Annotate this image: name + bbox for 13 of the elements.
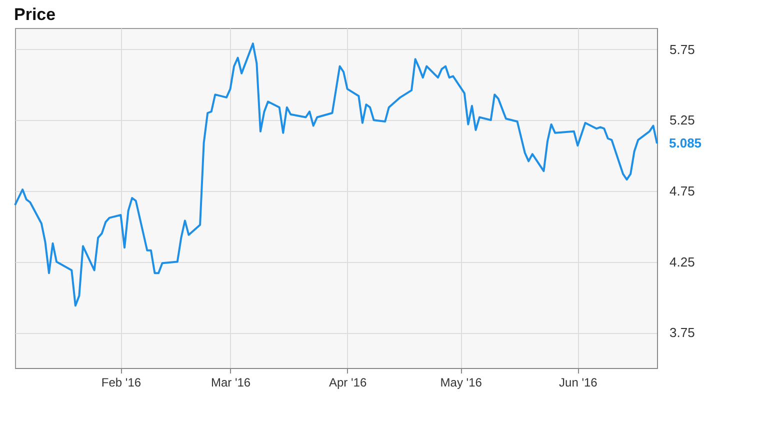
y-tick-label: 5.25 [670, 112, 695, 128]
x-tick-label: Mar '16 [210, 376, 251, 390]
y-tick-label: 4.75 [670, 183, 695, 198]
chart-title: Price [14, 5, 56, 24]
line-series [14, 42, 658, 307]
annotation: 5.085 [669, 135, 702, 150]
y-tick-label: 5.75 [670, 42, 695, 57]
x-tick-label: Feb '16 [101, 376, 142, 390]
x-tick-label: Jun '16 [559, 376, 598, 390]
y-tick-label: 3.75 [670, 325, 695, 340]
x-tick-label: May '16 [440, 376, 482, 390]
y-tick-label: 4.25 [670, 254, 695, 270]
x-tick-label: Apr '16 [329, 376, 367, 390]
